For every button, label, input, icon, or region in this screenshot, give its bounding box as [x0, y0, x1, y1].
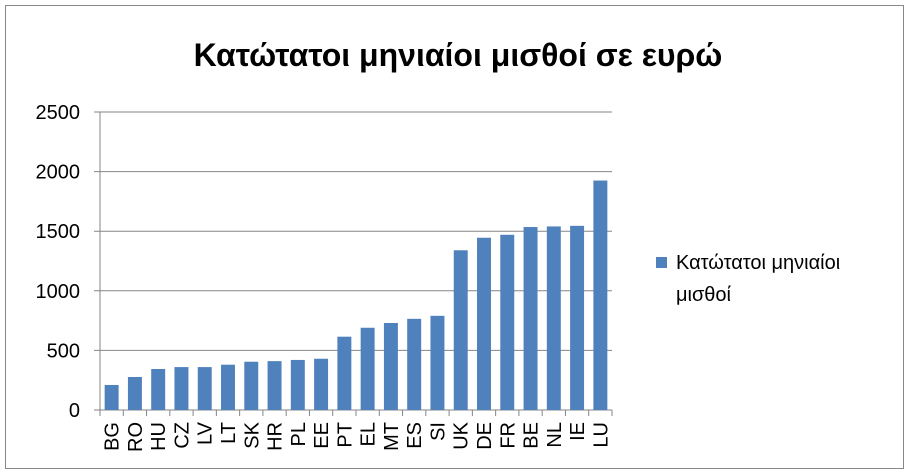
x-tick-label: FR: [497, 422, 519, 449]
bar: [127, 376, 142, 410]
x-tick-label: NL: [544, 422, 566, 448]
bar: [244, 361, 259, 410]
bar: [151, 368, 166, 410]
x-tick-label: LU: [590, 422, 612, 448]
x-tick-label: ES: [404, 422, 426, 449]
x-tick-label: PT: [334, 422, 356, 448]
x-tick-label: HU: [148, 422, 170, 451]
bar: [360, 327, 375, 410]
x-tick-label: PL: [288, 422, 310, 446]
x-tick-label: MT: [381, 422, 403, 451]
x-tick-label: SI: [427, 422, 449, 441]
bar: [523, 227, 538, 410]
x-tick-label: LV: [195, 421, 217, 445]
x-tick-label: DE: [474, 422, 496, 450]
bar: [337, 336, 352, 410]
legend-label: Κατώτατοι μηνιαίοι μισθοί: [676, 252, 846, 306]
bar: [546, 226, 561, 410]
legend-line: μισθοί: [676, 284, 732, 306]
x-tick-label: RO: [125, 422, 147, 452]
x-tick-label: EL: [358, 422, 380, 446]
x-tick-label: CZ: [171, 422, 193, 449]
x-tick-label: HR: [265, 422, 287, 451]
y-tick-label: 2000: [36, 162, 81, 184]
x-tick-label: IE: [567, 422, 589, 441]
bar: [430, 315, 445, 410]
y-tick-label: 0: [69, 400, 80, 422]
y-tick-label: 1000: [36, 281, 81, 303]
bar: [267, 361, 282, 410]
x-tick-label: BE: [521, 422, 543, 449]
y-tick-label: 1500: [36, 221, 81, 243]
x-tick-label: BG: [102, 422, 124, 451]
bar: [407, 318, 422, 410]
bar: [314, 358, 329, 410]
y-tick-label: 500: [47, 340, 80, 362]
bar: [290, 359, 305, 410]
bar: [453, 250, 468, 410]
bar: [477, 237, 491, 410]
bar: [500, 234, 515, 410]
x-tick-label: UK: [451, 421, 473, 449]
legend-line: Κατώτατοι μηνιαίοι: [676, 252, 846, 274]
legend-swatch: [656, 257, 667, 268]
bar: [593, 180, 608, 410]
x-tick-label: LT: [218, 422, 240, 444]
bar: [221, 364, 235, 410]
y-tick-label: 2500: [36, 102, 81, 124]
bar: [174, 367, 189, 410]
x-tick-label: SK: [241, 421, 263, 448]
bar: [570, 225, 585, 410]
x-tick-label: EE: [311, 422, 333, 449]
bar: [104, 384, 119, 410]
chart-title: Κατώτατοι μηνιαίοι μισθοί σε ευρώ: [194, 37, 723, 73]
bar: [383, 322, 398, 410]
bar: [197, 367, 212, 410]
